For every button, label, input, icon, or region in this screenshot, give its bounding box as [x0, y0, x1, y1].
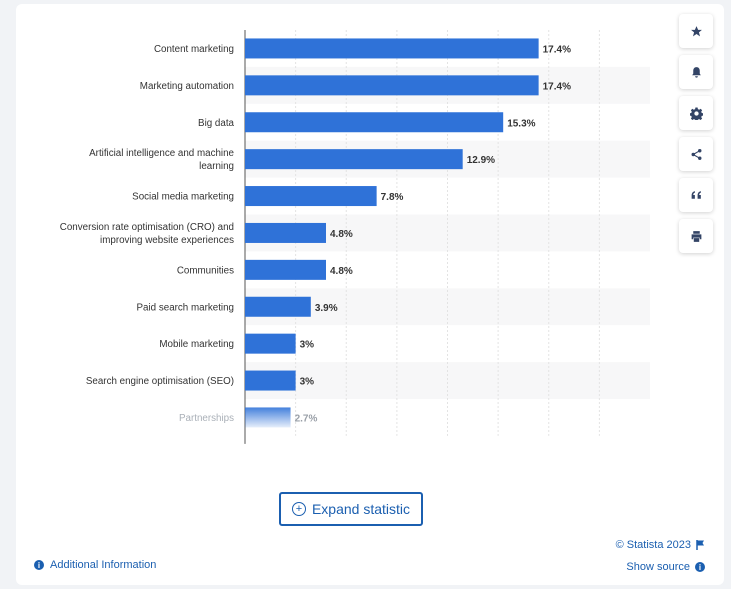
share-icon: [691, 148, 701, 160]
bar: [245, 222, 326, 243]
toolbar: [679, 14, 713, 260]
expand-statistic-button[interactable]: + Expand statistic: [279, 492, 423, 526]
value-label: 2.7%: [295, 413, 318, 424]
value-label: 4.8%: [330, 229, 353, 240]
plus-circle-icon: +: [291, 502, 306, 516]
quote-icon: [691, 190, 701, 199]
additional-information-label: Additional Information: [50, 559, 157, 571]
notification-button[interactable]: [679, 55, 713, 89]
category-label: Paid search marketing: [137, 302, 234, 313]
star-icon: [690, 25, 702, 36]
print-button[interactable]: [679, 219, 713, 253]
statistic-card: Content marketing 17.4% Marketing automati…: [16, 4, 724, 585]
category-label: Content marketing: [154, 44, 234, 55]
copyright-label: © Statista 2023: [615, 539, 691, 551]
copyright[interactable]: © Statista 2023: [616, 539, 705, 551]
info-icon: i: [34, 560, 44, 570]
category-label: Mobile marketing: [159, 339, 234, 350]
value-label: 15.3%: [507, 118, 535, 129]
category-label: Partnerships: [179, 413, 234, 424]
value-label: 17.4%: [543, 44, 571, 55]
value-label: 3.9%: [315, 303, 338, 314]
value-label: 17.4%: [543, 81, 571, 92]
bar: [245, 149, 463, 170]
value-label: 3%: [300, 340, 315, 351]
share-button[interactable]: [679, 137, 713, 171]
bar: [245, 75, 539, 96]
value-label: 7.8%: [381, 192, 404, 203]
additional-information-link[interactable]: i Additional Information: [34, 559, 156, 571]
value-label: 12.9%: [467, 155, 495, 166]
bar: [245, 38, 539, 59]
category-label: Artificial intelligence and machine learn…: [89, 148, 234, 172]
gear-icon: [689, 107, 703, 120]
bar: [245, 112, 504, 133]
bar: [245, 333, 296, 354]
value-label: 3%: [300, 377, 315, 388]
category-label: Social media marketing: [132, 192, 234, 203]
flag-icon: [696, 540, 704, 550]
settings-button[interactable]: [679, 96, 713, 130]
show-source-link[interactable]: Show source i: [626, 561, 705, 573]
favorite-button[interactable]: [679, 14, 713, 48]
category-label: Search engine optimisation (SEO): [86, 376, 234, 387]
info-icon: i: [695, 562, 705, 572]
bell-icon: [691, 66, 701, 78]
category-label: Big data: [198, 118, 235, 129]
bar-chart: Content marketing 17.4% Marketing automati…: [60, 30, 650, 444]
row-band: [245, 362, 650, 399]
value-label: 4.8%: [330, 266, 353, 277]
category-label: Communities: [177, 265, 234, 276]
bar: [245, 259, 326, 280]
bar: [245, 370, 296, 391]
print-icon: [691, 230, 701, 242]
bar: [245, 186, 377, 207]
cite-button[interactable]: [679, 178, 713, 212]
bar: [245, 407, 291, 428]
bar: [245, 296, 311, 317]
expand-statistic-label: Expand statistic: [311, 501, 411, 517]
category-label: Conversion rate optimisation (CRO) and im…: [60, 222, 234, 246]
show-source-label: Show source: [626, 561, 690, 573]
category-label: Marketing automation: [140, 81, 234, 92]
